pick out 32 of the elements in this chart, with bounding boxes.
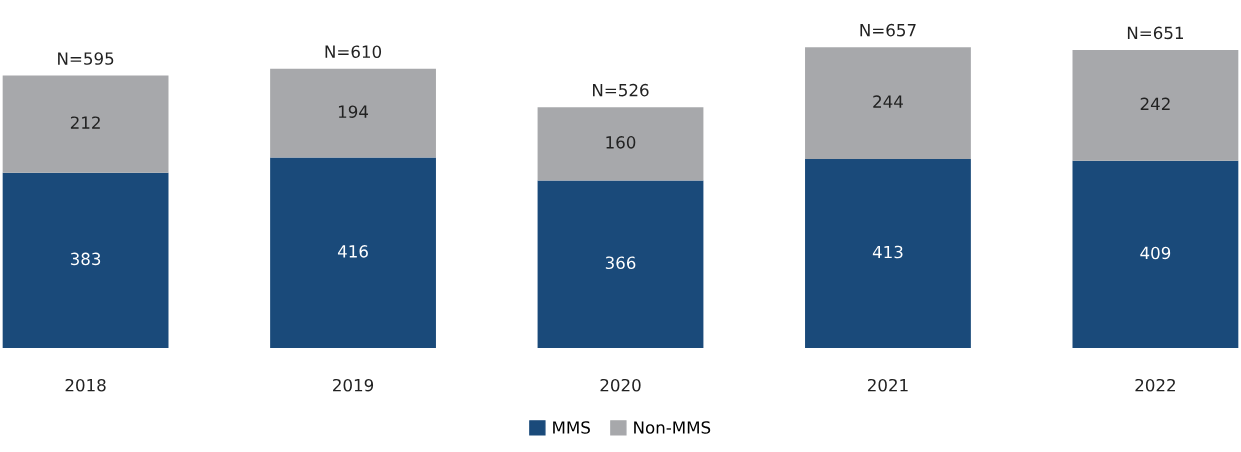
bar	[1072, 160, 1239, 349]
x-tick-label: 2019	[333, 378, 374, 392]
data-label: 160	[606, 136, 636, 149]
bar	[805, 47, 971, 159]
bar	[537, 107, 704, 181]
total-label: N=657	[860, 23, 916, 37]
bar	[537, 180, 704, 349]
total-label: N=595	[58, 52, 114, 65]
bar	[805, 158, 971, 349]
bar	[270, 68, 436, 158]
data-label: 383	[70, 252, 101, 266]
data-label: 413	[872, 245, 903, 259]
total-label: N=610	[325, 45, 382, 58]
data-label: 212	[70, 116, 100, 129]
x-tick-label: 2022	[1135, 378, 1175, 392]
bar	[1072, 49, 1239, 161]
data-label: 416	[337, 245, 368, 258]
data-label: 409	[1140, 246, 1171, 260]
data-label: 194	[338, 105, 369, 118]
data-label: 366	[605, 256, 636, 270]
total-label: N=651	[1127, 26, 1183, 40]
total-label: N=526	[593, 83, 649, 97]
x-tick-label: 2021	[867, 378, 908, 392]
data-label: 244	[873, 95, 903, 108]
legend-label: Non-MMS	[634, 421, 711, 434]
legend-label: MMS	[553, 421, 590, 434]
bar	[270, 157, 436, 349]
data-label: 242	[1140, 97, 1170, 110]
bar	[2, 75, 169, 173]
x-tick-label: 2018	[65, 378, 106, 392]
bar	[2, 172, 169, 349]
x-tick-label: 2020	[600, 378, 641, 392]
